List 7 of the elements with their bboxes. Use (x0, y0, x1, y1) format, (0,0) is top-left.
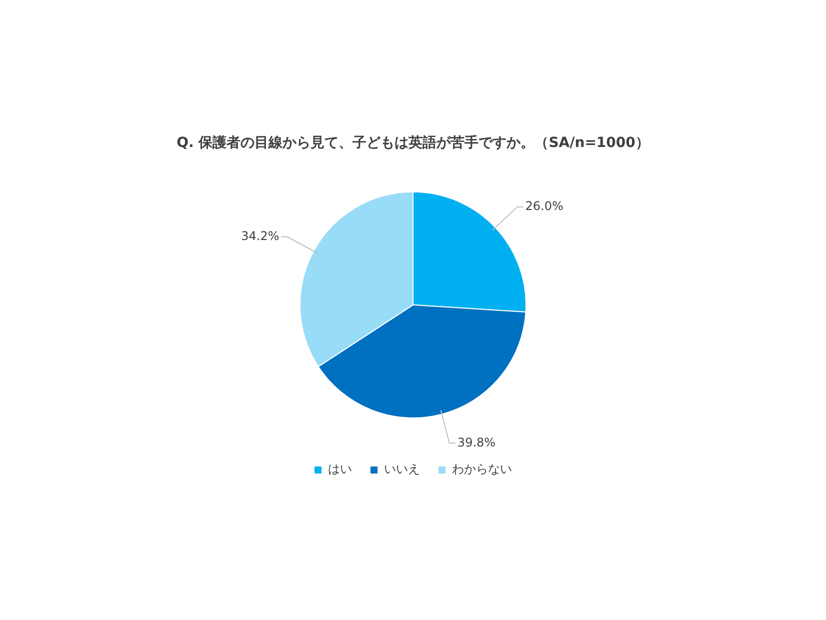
legend-label: はい (328, 462, 352, 476)
data-label: 39.8% (457, 435, 496, 450)
legend-label: わからない (452, 462, 512, 476)
data-label: 26.0% (525, 199, 564, 214)
legend-label: いいえ (384, 462, 420, 476)
chart-title: Q. 保護者の目線から見て、子どもは英語が苦手ですか。（SA/n=1000） (176, 134, 650, 152)
data-label: 34.2% (241, 228, 280, 243)
